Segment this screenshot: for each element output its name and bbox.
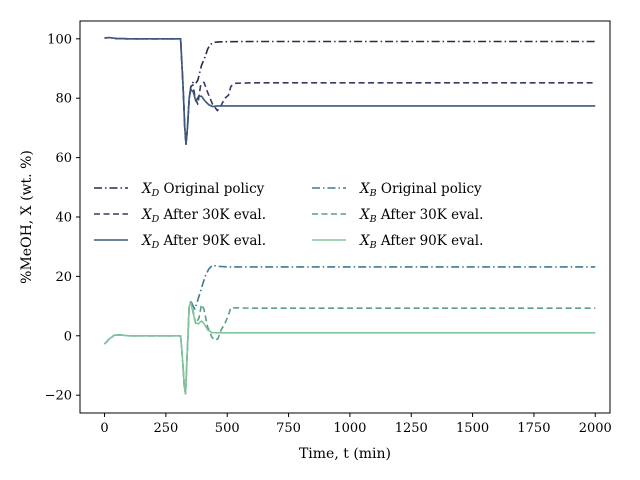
x-tick-label: 2000	[579, 421, 612, 436]
series-line-1	[104, 36, 596, 146]
y-tick-label: 20	[55, 270, 72, 285]
x-tick-label: 1500	[456, 421, 489, 436]
x-tick-label: 250	[153, 421, 178, 436]
legend-label: XB After 90K eval.	[359, 233, 483, 251]
series-line-5	[103, 302, 596, 395]
series-line-3	[103, 264, 596, 395]
series-line-2	[104, 36, 596, 146]
x-tick-label: 1250	[395, 421, 428, 436]
legend-label: XD Original policy	[141, 181, 265, 199]
y-axis-ticks: −20 0 20 40 60 80 100	[45, 32, 80, 404]
x-tick-label: 0	[100, 421, 108, 436]
y-tick-label: 100	[47, 32, 72, 47]
legend-label: XD After 30K eval.	[141, 207, 266, 225]
x-axis-ticks: 0 250 500 750 1000 1250 1500 1750 2000	[100, 413, 612, 436]
y-tick-label: 40	[55, 211, 72, 226]
y-axis-label: %MeOH, X (wt. %)	[19, 150, 35, 284]
x-axis-label: Time, t (min)	[299, 446, 391, 462]
plot-lines	[103, 36, 596, 395]
x-tick-label: 750	[276, 421, 301, 436]
series-line-4	[103, 300, 596, 395]
y-tick-label: 80	[55, 92, 72, 107]
legend-label: XB After 30K eval.	[359, 207, 483, 225]
y-tick-label: −20	[45, 389, 72, 404]
legend-label: XD After 90K eval.	[141, 233, 266, 251]
y-tick-label: 0	[64, 329, 72, 344]
x-tick-label: 1000	[333, 421, 366, 436]
legend-label: XB Original policy	[359, 181, 482, 199]
legend: XD Original policy XD After 30K eval. XD A…	[94, 181, 483, 251]
series-line-0	[104, 36, 596, 146]
x-tick-label: 500	[215, 421, 240, 436]
y-tick-label: 60	[55, 151, 72, 166]
x-tick-label: 1750	[517, 421, 550, 436]
